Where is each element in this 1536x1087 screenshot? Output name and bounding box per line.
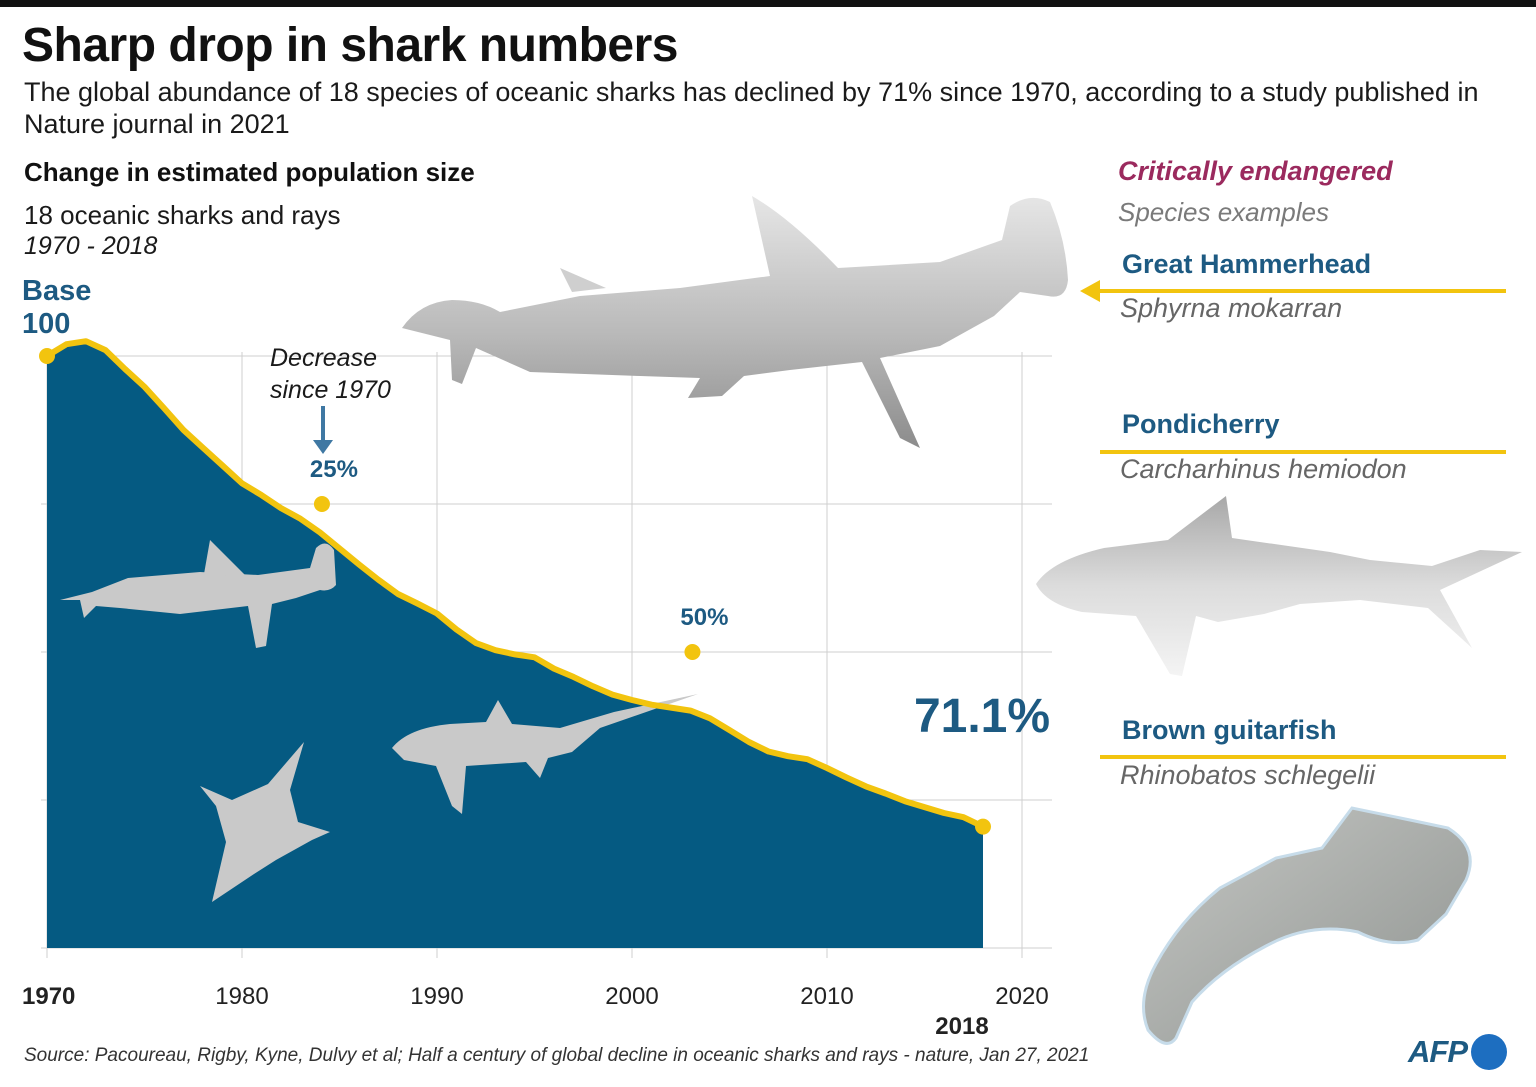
legend-subtitle: Species examples <box>1118 197 1329 227</box>
x-tick-label: 1980 <box>215 983 268 1010</box>
x-tick-label: 2010 <box>800 983 853 1010</box>
x-tick-label: 1990 <box>410 983 463 1010</box>
point-marker <box>684 644 701 660</box>
point-marker <box>39 348 55 364</box>
page-title: Sharp drop in shark numbers <box>22 19 678 72</box>
species-name-guitarfish: Brown guitarfish <box>1122 715 1337 745</box>
species-latin-guitarfish: Rhinobatos schlegelii <box>1120 760 1376 790</box>
chart-period: 1970 - 2018 <box>24 232 158 260</box>
species-rule-guitarfish <box>1100 755 1506 759</box>
afp-logo-dot-icon <box>1471 1034 1507 1070</box>
species-name-hammerhead: Great Hammerhead <box>1122 249 1372 279</box>
thresher-silhouette-icon <box>392 694 698 814</box>
point-label: 50% <box>680 604 728 631</box>
point-marker <box>313 496 330 512</box>
source-note: Source: Pacoureau, Rigby, Kyne, Dulvy et… <box>24 1045 1090 1066</box>
hammerhead-arrow-icon <box>1080 280 1506 302</box>
x-end-label: 2018 <box>935 1013 988 1040</box>
species-name-pondicherry: Pondicherry <box>1122 409 1280 439</box>
manta-ray-silhouette-icon <box>200 742 330 902</box>
x-start-label: 1970 <box>22 983 75 1010</box>
decrease-annotation: Decrease since 1970 <box>270 344 391 454</box>
hammerhead-silhouette-icon <box>60 540 336 648</box>
point-label: 25% <box>310 456 358 483</box>
legend-title: Critically endangered <box>1118 156 1393 186</box>
pondicherry-shark-illustration <box>1036 496 1522 676</box>
chart-title: Change in estimated population size <box>24 157 475 187</box>
afp-logo: AFP <box>1408 1034 1507 1070</box>
top-rule <box>0 0 1536 7</box>
down-arrow-icon <box>313 440 333 454</box>
page-subtitle: The global abundance of 18 species of oc… <box>24 77 1479 139</box>
guitarfish-illustration <box>1142 806 1472 1045</box>
base-label: Base <box>22 275 91 307</box>
species-latin-pondicherry: Carcharhinus hemiodon <box>1120 454 1407 484</box>
x-tick-label: 2020 <box>995 983 1048 1010</box>
population-line <box>44 338 986 830</box>
species-rule-pondicherry <box>1100 450 1506 454</box>
point-marker <box>975 818 991 835</box>
afp-logo-text: AFP <box>1408 1034 1468 1069</box>
annotation-line-2: since 1970 <box>270 376 391 404</box>
species-latin-hammerhead: Sphyrna mokarran <box>1120 293 1343 323</box>
hammerhead-shark-illustration <box>402 196 1068 448</box>
annotation-line-1: Decrease <box>270 344 377 372</box>
base-value-label: 100 <box>22 308 70 340</box>
x-tick-label: 2000 <box>605 983 658 1010</box>
x-axis: 1980 1990 2000 2010 2020 1970 2018 <box>22 983 1049 1040</box>
point-label-final: 71.1% <box>914 690 1050 743</box>
chart-subtitle: 18 oceanic sharks and rays <box>24 200 341 230</box>
